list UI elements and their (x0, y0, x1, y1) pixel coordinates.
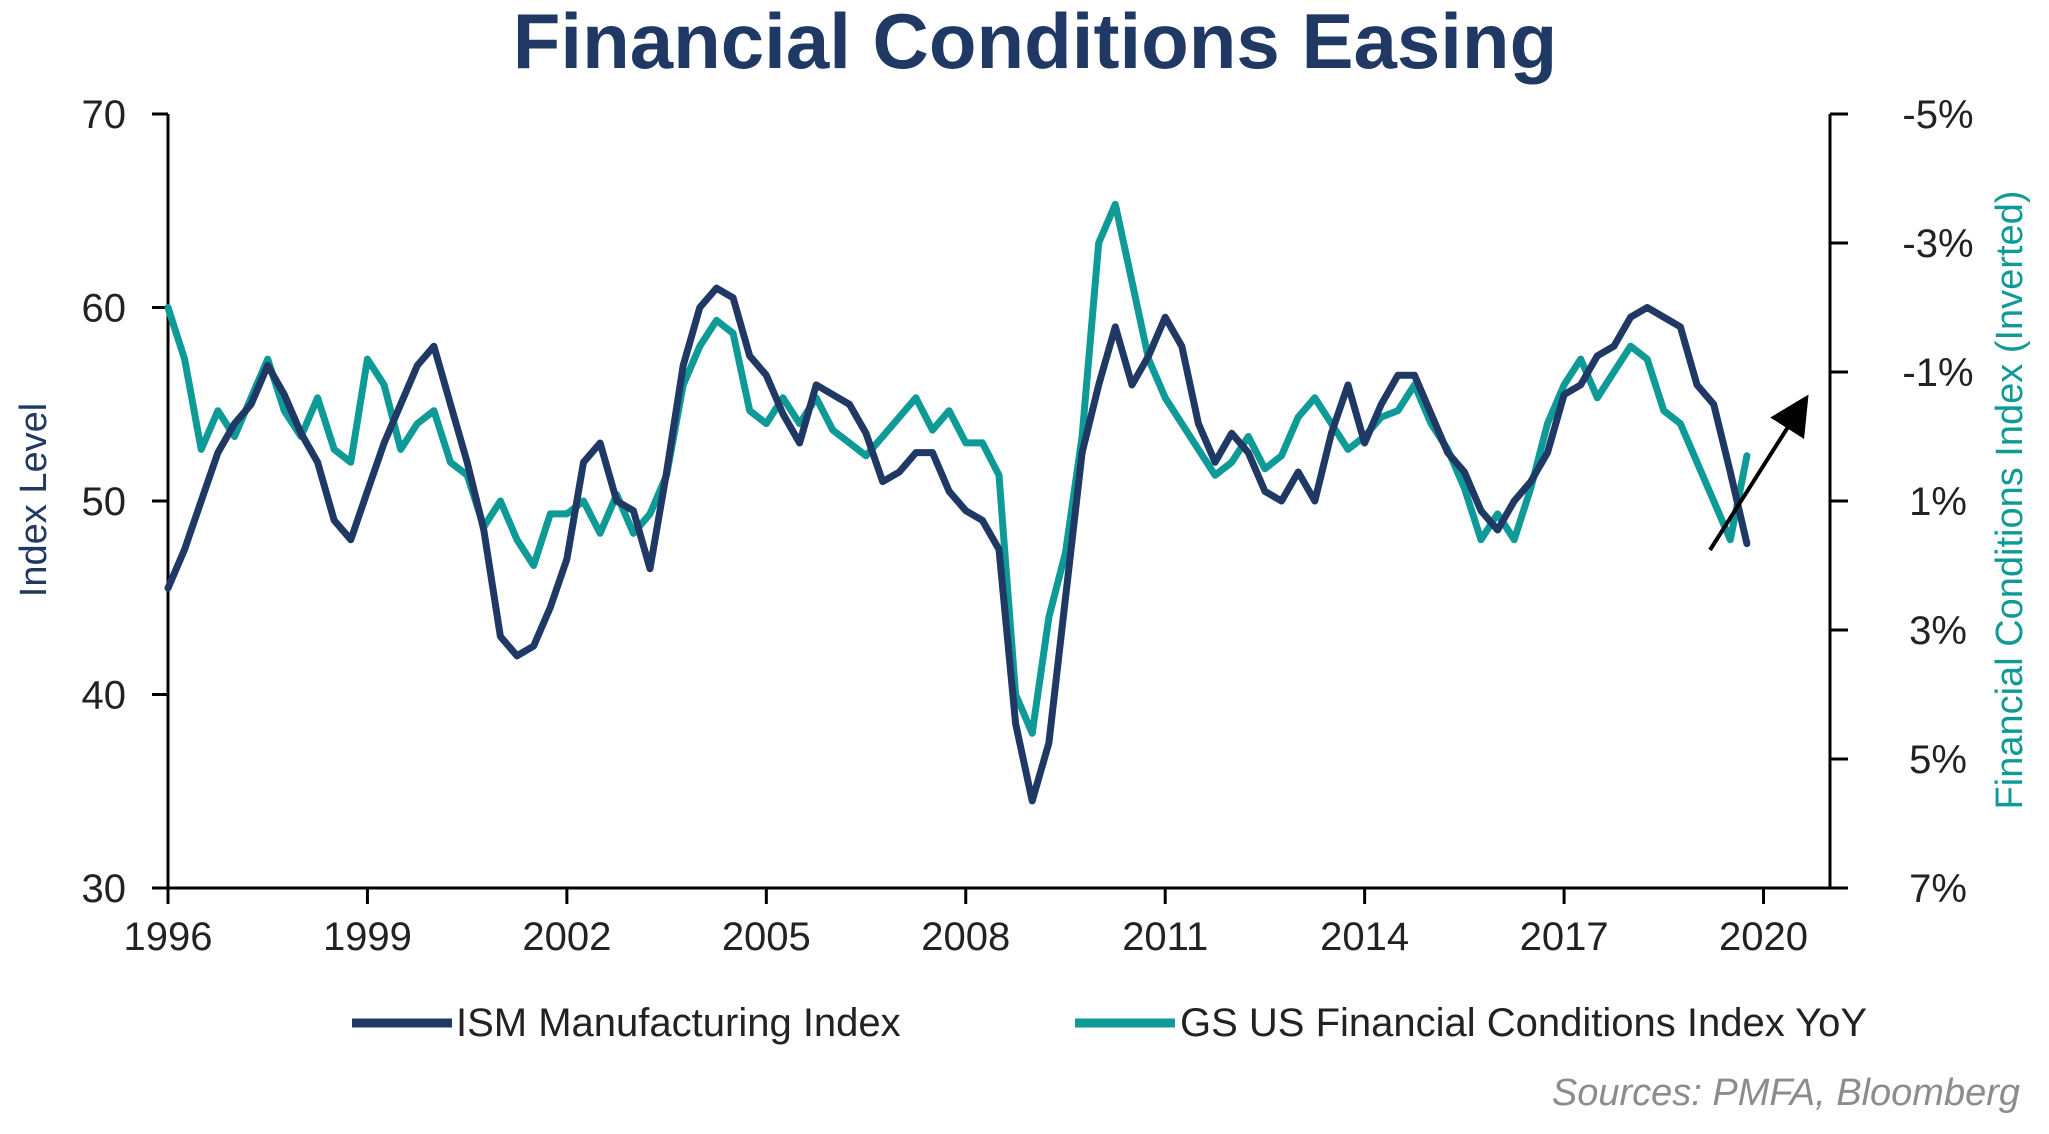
x-tick-label: 2014 (1320, 915, 1409, 959)
x-tick-label: 2008 (921, 915, 1010, 959)
y-right-tick-label: 5% (1909, 738, 1967, 782)
x-tick-label: 2011 (1122, 915, 1208, 959)
y-left-tick-label: 50 (82, 480, 127, 524)
y-right-tick-label: 3% (1909, 609, 1967, 653)
y-right-tick-label: -5% (1902, 93, 1973, 137)
x-tick-label: 2005 (722, 915, 811, 959)
y-axis-left-ticks: 70 60 50 40 30 (82, 93, 168, 911)
legend-label-ism: ISM Manufacturing Index (456, 1001, 901, 1045)
y-axis-left-label: Index Level (13, 403, 55, 597)
x-axis-ticks: 1996 1999 2002 2005 2008 2011 2014 2017 2020 (124, 888, 1808, 959)
x-tick-label: 1996 (124, 915, 213, 959)
y-left-tick-label: 30 (82, 867, 127, 911)
y-left-tick-label: 40 (82, 674, 127, 718)
x-tick-label: 1999 (323, 915, 412, 959)
trend-arrow (1708, 394, 1809, 552)
y-axis-right-label: Financial Conditions Index (Inverted) (1989, 191, 2031, 810)
y-right-tick-label: -3% (1902, 222, 1973, 266)
legend: ISM Manufacturing Index GS US Financial … (352, 1001, 1867, 1045)
arrow-icon (1708, 394, 1809, 552)
y-left-tick-label: 70 (82, 93, 127, 137)
series-lines (164, 200, 1751, 805)
x-tick-label: 2017 (1520, 915, 1609, 959)
y-right-tick-label: 7% (1909, 867, 1967, 911)
x-tick-label: 2020 (1719, 915, 1808, 959)
series-line-fci (164, 200, 1751, 737)
series-line-ism (164, 284, 1751, 805)
x-tick-label: 2002 (522, 915, 611, 959)
y-left-tick-label: 60 (82, 287, 127, 331)
legend-label-fci: GS US Financial Conditions Index YoY (1180, 1001, 1867, 1045)
chart-title: Financial Conditions Easing (513, 0, 1557, 85)
y-right-tick-label: 1% (1909, 480, 1967, 524)
y-axis-right-ticks: -5% -3% -1% 1% 3% 5% 7% (1830, 93, 1974, 911)
y-right-tick-label: -1% (1902, 351, 1973, 395)
source-note: Sources: PMFA, Bloomberg (1552, 1072, 2020, 1114)
